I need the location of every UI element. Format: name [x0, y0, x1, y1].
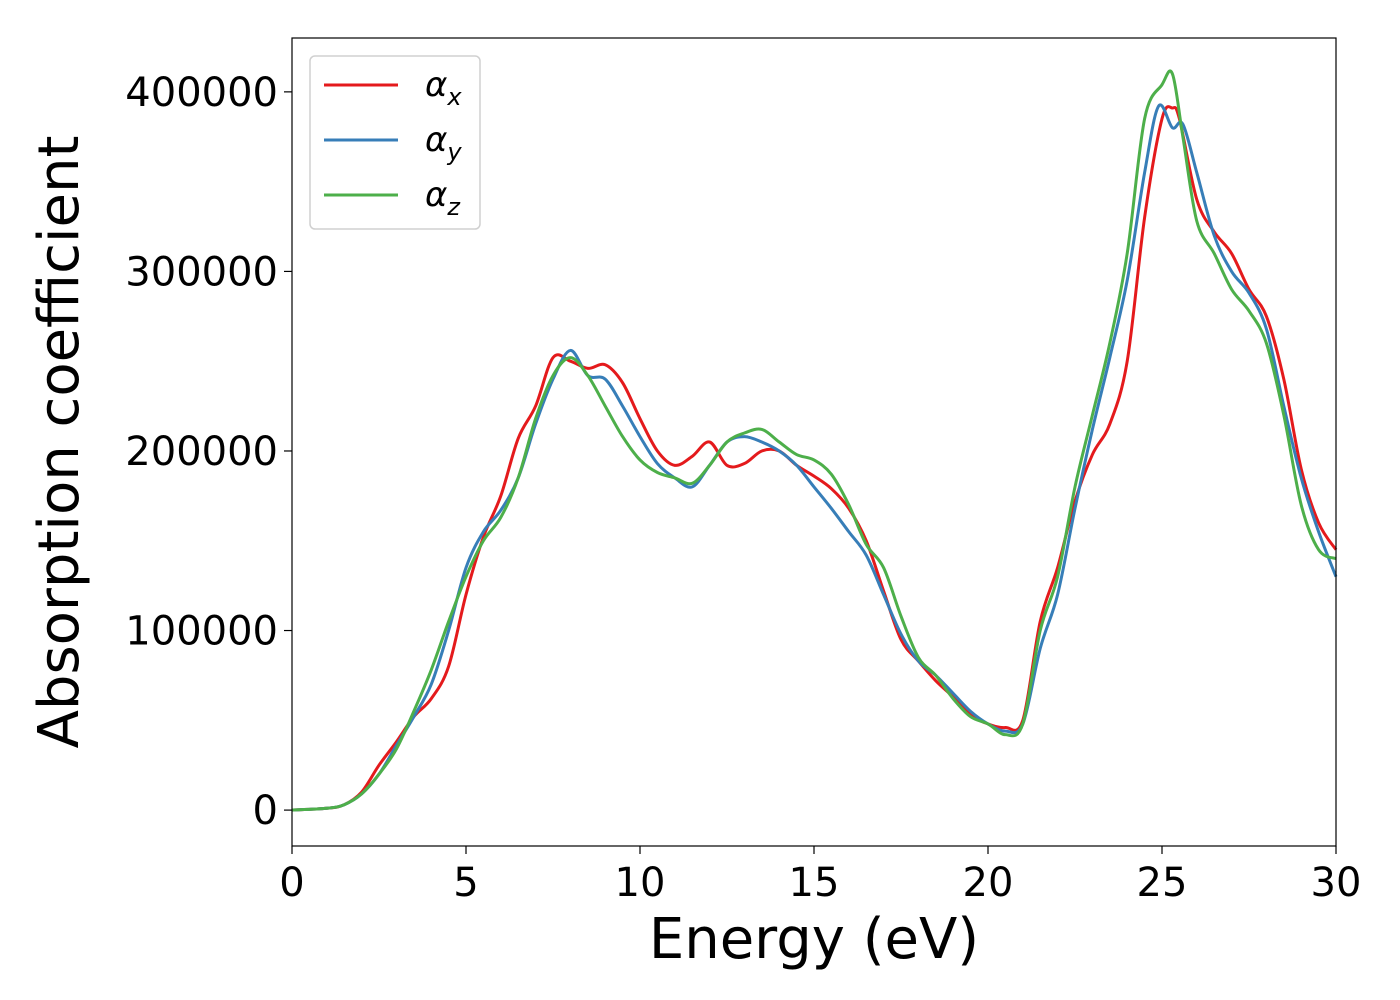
legend-label-subscript: x [446, 83, 462, 111]
y-tick-label: 400000 [125, 70, 278, 116]
legend-label-y: αy [425, 120, 462, 166]
x-tick-label: 20 [963, 860, 1014, 906]
y-tick-label: 0 [253, 788, 278, 834]
plot-area [291, 69, 1338, 812]
x-tick-label: 10 [615, 860, 666, 906]
x-axis-label: Energy (eV) [649, 907, 979, 972]
x-tick-label: 0 [279, 860, 304, 906]
x-tick-label: 30 [1311, 860, 1362, 906]
y-axis-label: Absorption coefficient [27, 136, 92, 749]
y-tick-label: 100000 [125, 609, 278, 655]
x-axis: 0 5 10 15 20 25 30 [279, 846, 1361, 906]
x-tick-label: 15 [789, 860, 840, 906]
legend-label-subscript: z [446, 193, 461, 221]
x-tick-label: 5 [453, 860, 478, 906]
legend-box [309, 55, 481, 230]
legend-label-x: αx [425, 65, 462, 111]
y-axis: 0 100000 200000 300000 400000 [125, 70, 292, 834]
legend-label-subscript: y [446, 138, 462, 166]
series-line-y [291, 103, 1338, 812]
series-line-z [291, 69, 1337, 812]
y-tick-label: 200000 [125, 429, 278, 475]
x-tick-label: 25 [1137, 860, 1188, 906]
y-tick-label: 300000 [125, 249, 278, 295]
